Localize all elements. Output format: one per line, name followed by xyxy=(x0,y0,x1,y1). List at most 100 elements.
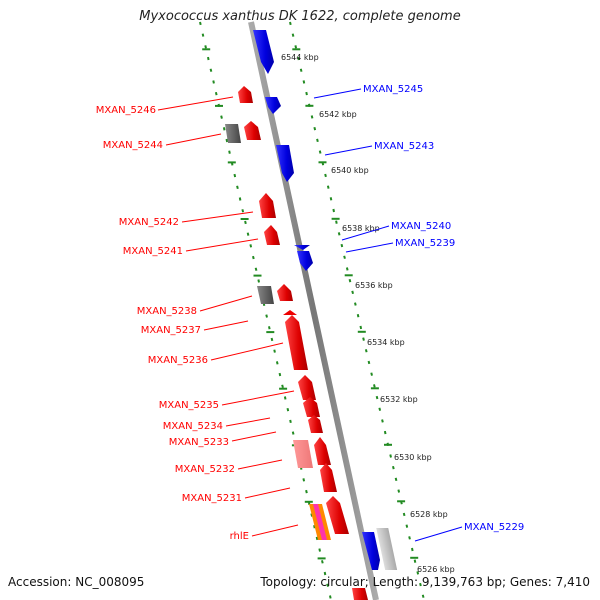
guide-dot xyxy=(244,220,247,225)
guide-dot xyxy=(318,150,322,154)
label-leader xyxy=(165,133,222,146)
gene-block[interactable] xyxy=(225,124,241,143)
gene-block[interactable] xyxy=(257,286,274,304)
guide-dot xyxy=(351,290,354,295)
label-leader xyxy=(244,487,291,499)
guide-dot xyxy=(326,583,329,587)
guide-dot xyxy=(378,407,382,411)
label-leader xyxy=(345,242,394,253)
gene-label[interactable]: MXAN_5237 xyxy=(141,325,201,336)
guide-dot xyxy=(294,45,298,49)
kbp-ticks: 6544 kbp 6542 kbp 6540 kbp 6538 kbp 6536… xyxy=(281,53,455,574)
gene-arrow[interactable] xyxy=(320,463,337,492)
gene-label[interactable]: MXAN_5246 xyxy=(96,105,156,116)
gene-arrow[interactable] xyxy=(303,397,320,417)
label-leader xyxy=(251,524,299,537)
guide-dot xyxy=(286,407,290,412)
gene-arrow[interactable] xyxy=(314,437,331,465)
gene-label[interactable]: MXAN_5231 xyxy=(182,493,242,504)
gene-arrow[interactable] xyxy=(265,97,281,114)
map-title: Myxococcus xanthus DK 1622, complete gen… xyxy=(139,9,461,24)
reverse-strand-genes xyxy=(253,30,398,570)
forward-gene-names: MXAN_5246 MXAN_5244 MXAN_5242 MXAN_5241 … xyxy=(96,105,249,542)
guide-dot xyxy=(402,512,406,517)
guide-dot xyxy=(335,220,338,224)
gene-label[interactable]: MXAN_5243 xyxy=(374,141,434,152)
label-leader xyxy=(231,431,277,442)
gene-arrow[interactable] xyxy=(276,145,294,182)
guide-dot xyxy=(254,267,258,271)
gene-arrow[interactable] xyxy=(362,532,380,570)
gene-arrow[interactable] xyxy=(264,225,280,245)
label-leader xyxy=(185,238,259,252)
gene-arrow[interactable] xyxy=(244,121,261,140)
gene-block[interactable] xyxy=(376,528,398,570)
gene-label[interactable]: MXAN_5233 xyxy=(169,437,229,448)
gene-label[interactable]: MXAN_5234 xyxy=(163,421,223,432)
guide-dot xyxy=(289,419,292,424)
guide-dot xyxy=(273,349,276,353)
guide-dot xyxy=(238,197,242,201)
label-leader xyxy=(181,211,254,223)
guide-dot xyxy=(370,372,373,376)
guide-dot xyxy=(329,197,333,201)
guide-dot xyxy=(249,244,253,248)
gene-label[interactable]: MXAN_5245 xyxy=(363,84,423,95)
label-leader xyxy=(225,417,271,427)
guide-dot xyxy=(411,547,414,552)
gene-label[interactable]: MXAN_5238 xyxy=(137,306,197,317)
tick-label: 6536 kbp xyxy=(355,281,393,290)
gene-arrow[interactable] xyxy=(283,310,297,315)
guide-dot xyxy=(343,255,346,259)
guide-dot xyxy=(313,525,316,529)
guide-dot xyxy=(362,337,365,341)
gene-arrow[interactable] xyxy=(253,30,274,74)
gene-arrow[interactable] xyxy=(298,375,316,400)
guide-dot xyxy=(326,185,330,189)
gene-label[interactable]: MXAN_5235 xyxy=(159,400,219,411)
guide-dot xyxy=(416,571,420,575)
guide-dot xyxy=(236,185,239,190)
guide-dot xyxy=(281,384,284,388)
forward-strand-genes xyxy=(225,86,368,600)
label-leader xyxy=(203,320,249,331)
guide-dot xyxy=(408,536,411,540)
gene-arrow[interactable] xyxy=(297,251,313,271)
map-band xyxy=(200,22,438,600)
guide-dot xyxy=(209,68,213,72)
gene-label[interactable]: MXAN_5232 xyxy=(175,464,235,475)
gene-label[interactable]: MXAN_5239 xyxy=(395,238,455,249)
gene-label[interactable]: MXAN_5241 xyxy=(123,246,183,257)
tick-label: 6532 kbp xyxy=(380,395,418,404)
gene-block[interactable] xyxy=(313,504,327,540)
gene-label[interactable]: MXAN_5229 xyxy=(464,522,524,533)
gene-label[interactable]: MXAN_5242 xyxy=(119,217,179,228)
gene-arrow[interactable] xyxy=(277,284,293,301)
label-leader xyxy=(324,145,373,156)
gene-arrow[interactable] xyxy=(308,415,323,433)
gene-label[interactable]: MXAN_5244 xyxy=(103,140,163,151)
gene-label[interactable]: rhlE xyxy=(230,531,249,542)
guide-dot xyxy=(291,431,295,435)
gene-arrow[interactable] xyxy=(238,86,253,103)
gene-arrow[interactable] xyxy=(294,245,310,250)
guide-dot xyxy=(313,126,317,131)
gene-arrow[interactable] xyxy=(352,588,368,600)
gene-arrow[interactable] xyxy=(259,193,276,218)
gene-label[interactable]: MXAN_5240 xyxy=(391,221,451,232)
guide-dot xyxy=(324,173,327,178)
gene-label[interactable]: MXAN_5236 xyxy=(148,355,208,366)
guide-dot xyxy=(359,325,363,330)
guide-dot xyxy=(291,33,295,37)
guide-dot xyxy=(321,560,324,564)
tick-label: 6528 kbp xyxy=(410,510,448,519)
reverse-gene-labels xyxy=(313,88,463,542)
gene-block[interactable] xyxy=(293,440,313,468)
gene-arrow[interactable] xyxy=(326,496,349,534)
tick-label: 6544 kbp xyxy=(281,53,319,62)
gene-arrow[interactable] xyxy=(285,315,308,370)
guide-dot xyxy=(246,232,250,236)
guide-dot xyxy=(207,56,210,61)
